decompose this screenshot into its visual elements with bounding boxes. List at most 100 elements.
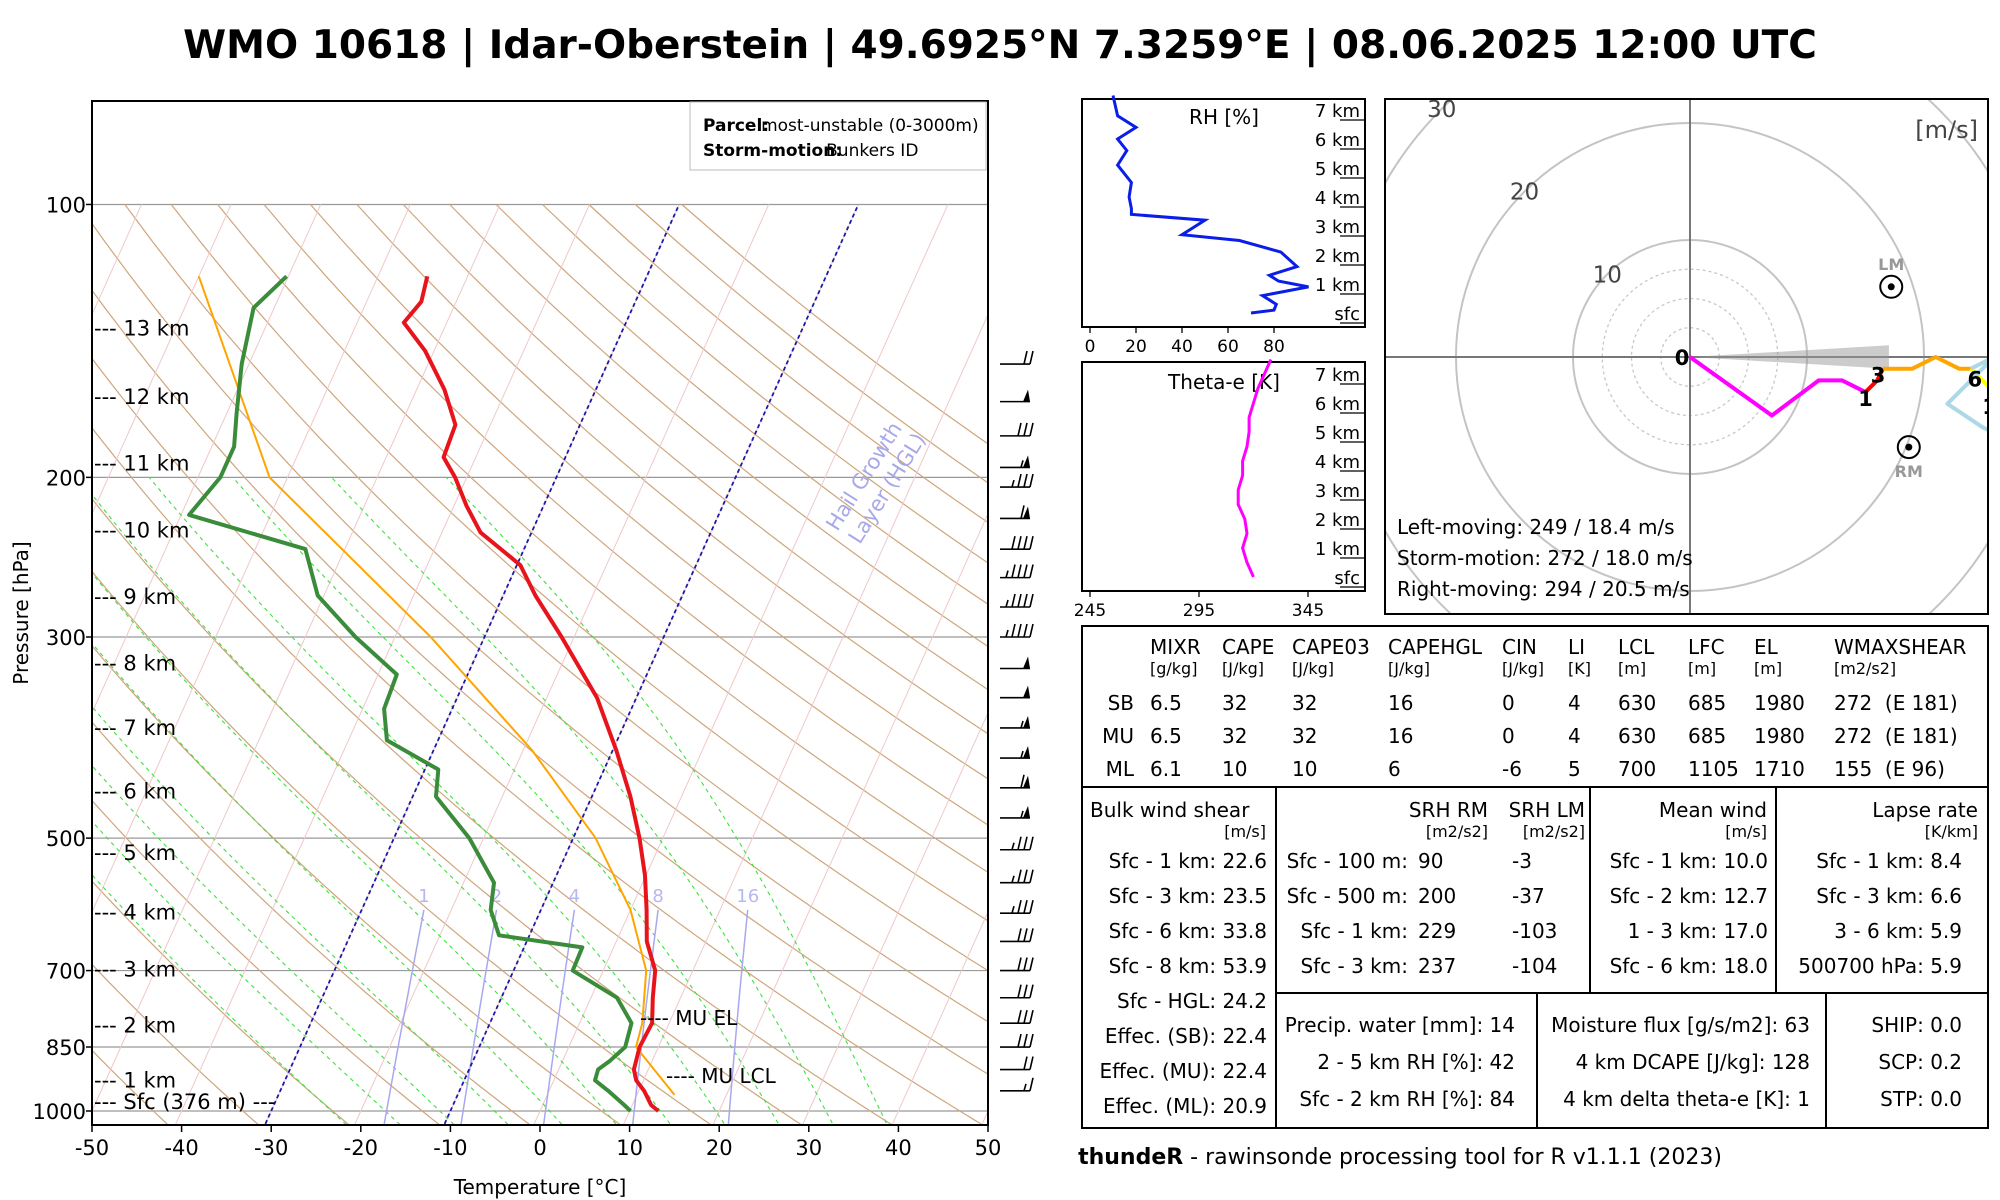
wind-barb-flag	[1017, 422, 1022, 437]
mixing-ratio-label: 16	[736, 886, 759, 907]
theta-e-panel: Theta-e [K] 7 km6 km5 km4 km3 km2 km1 km…	[1074, 358, 1366, 621]
index-row: SCP: 0.2	[1878, 1050, 1962, 1074]
rh-panel: RH [%] 7 km 6 km 5 km 4 km 3 km 2 km 1 km sfc 0 2…	[1081, 95, 1366, 357]
rh-height-label: 5 km	[1315, 159, 1360, 180]
wind-barb	[1000, 984, 1034, 999]
moisture-row: 2 - 5 km RH [%]: 42	[1317, 1050, 1515, 1074]
wind-barb-half	[1023, 1083, 1027, 1092]
mixing-ratio-label: 8	[652, 886, 663, 907]
hodo-lm-label: LM	[1878, 255, 1904, 274]
isotherm	[891, 910, 988, 1125]
shear-row: Effec. (MU): 22.4	[1099, 1059, 1267, 1083]
isotherm	[533, 204, 949, 1125]
param-value: 1980	[1754, 724, 1805, 748]
param-unit: [m]	[1688, 659, 1716, 678]
rh-height-label: 4 km	[1315, 188, 1360, 209]
wind-barb-flag	[1017, 1009, 1022, 1024]
param-value: 32	[1292, 691, 1317, 715]
height-label: --- 10 km	[94, 519, 189, 543]
wind-barb-flag	[1029, 1077, 1034, 1091]
wind-barb	[1000, 1009, 1034, 1024]
mixing-ratio-label: 2	[491, 886, 502, 907]
figure-title: WMO 10618 | Idar-Oberstein | 49.6925°N 7…	[183, 23, 1817, 68]
isotherm	[174, 204, 590, 1125]
hodo-lm-marker-outer	[1879, 274, 1904, 299]
wind-barb-flag	[1011, 535, 1016, 550]
srh-lm-value: -3	[1512, 849, 1532, 873]
height-label: --- 9 km	[94, 585, 176, 609]
moist-adiabat	[92, 642, 564, 1125]
rh-x-tick: 0	[1085, 337, 1096, 357]
srh-rm-value: 229	[1418, 919, 1456, 943]
isotherm	[353, 204, 770, 1125]
wind-barb-flag	[1029, 422, 1034, 437]
hodo-segment	[1945, 357, 1988, 433]
param-value: 6.1	[1150, 757, 1182, 781]
wind-barb-flag	[1029, 869, 1034, 883]
param-value: 6.5	[1150, 691, 1182, 715]
param-value: 5	[1568, 757, 1581, 781]
wind-barb-pennant	[1023, 506, 1030, 519]
temp-tick--20: -20	[344, 1136, 378, 1160]
wind-barb-flag	[1011, 593, 1016, 608]
moist-adiabat	[92, 874, 348, 1125]
wind-barb-pennant	[1023, 389, 1030, 402]
rh-profile-line	[1111, 95, 1309, 315]
meanwind-row: Sfc - 1 km: 10.0	[1610, 849, 1768, 873]
param-unit: [m2/s2]	[1834, 659, 1896, 678]
y-axis-label: Pressure [hPa]	[9, 541, 33, 684]
mu-lcl-label: ---- MU LCL	[666, 1064, 777, 1088]
wind-barb	[1000, 1033, 1034, 1048]
hodo-storm-motion-wedge	[1690, 345, 1889, 369]
index-row: STP: 0.0	[1880, 1087, 1962, 1111]
wind-barb-pennant	[1023, 746, 1030, 759]
wind-barb-flag	[1023, 899, 1028, 914]
wind-barb-flag	[1017, 623, 1022, 638]
height-label: --- 4 km	[94, 901, 176, 925]
temp-tick-10: 10	[616, 1136, 643, 1160]
shear-unit: [m/s]	[1224, 822, 1266, 841]
param-header: CAPE	[1222, 635, 1274, 659]
wind-barb-flag	[1029, 623, 1034, 638]
wind-barb	[1000, 774, 1030, 789]
flux-row: 4 km delta theta-e [K]: 1	[1563, 1087, 1810, 1111]
pressure-tick-850: 850	[46, 1036, 86, 1060]
wind-barb-flag	[1017, 869, 1022, 883]
theta-height-label: 1 km	[1315, 539, 1360, 560]
storm-legend-value: Bunkers ID	[826, 141, 918, 161]
param-unit: [J/kg]	[1502, 659, 1544, 678]
wind-barb-flag	[1017, 899, 1022, 914]
parcel-legend-label: Parcel:	[703, 116, 769, 136]
footer-text: thundeR - rawinsonde processing tool for…	[1078, 1145, 1722, 1170]
param-row-label: ML	[1106, 757, 1135, 781]
rh-title: RH [%]	[1189, 105, 1259, 129]
index-row: SHIP: 0.0	[1871, 1013, 1962, 1037]
isotherm	[92, 204, 411, 914]
hodo-ring-label: 20	[1510, 180, 1539, 206]
wind-barb-half	[1005, 629, 1009, 638]
wind-barb	[1000, 350, 1034, 365]
param-value: 4	[1568, 724, 1581, 748]
mixing-ratio-label: 4	[569, 886, 580, 907]
pressure-tick-500: 500	[46, 827, 86, 851]
footer-bold: thundeR	[1078, 1145, 1183, 1170]
wind-barb-flag	[1029, 984, 1034, 998]
hodo-rm-marker-inner	[1905, 443, 1913, 451]
wind-barb-half	[1020, 720, 1024, 729]
mixing-ratio-line	[383, 909, 425, 1125]
wind-barb-flag	[1023, 422, 1028, 437]
dry-adiabat	[495, 204, 988, 605]
wind-barb-flag	[1023, 836, 1028, 850]
height-label: --- 13 km	[94, 316, 189, 340]
param-value: 685	[1688, 724, 1726, 748]
param-value: 32	[1222, 691, 1247, 715]
param-value: 6	[1388, 757, 1401, 781]
mixing-ratio-label: 1	[418, 886, 429, 907]
param-value: 4	[1568, 691, 1581, 715]
wind-barb-pennant	[1023, 805, 1030, 818]
dry-adiabat	[92, 799, 441, 1125]
param-row-label: SB	[1108, 691, 1134, 715]
param-value: 10	[1292, 757, 1317, 781]
srh-rm-value: 237	[1418, 954, 1456, 978]
param-value: -6	[1502, 757, 1522, 781]
